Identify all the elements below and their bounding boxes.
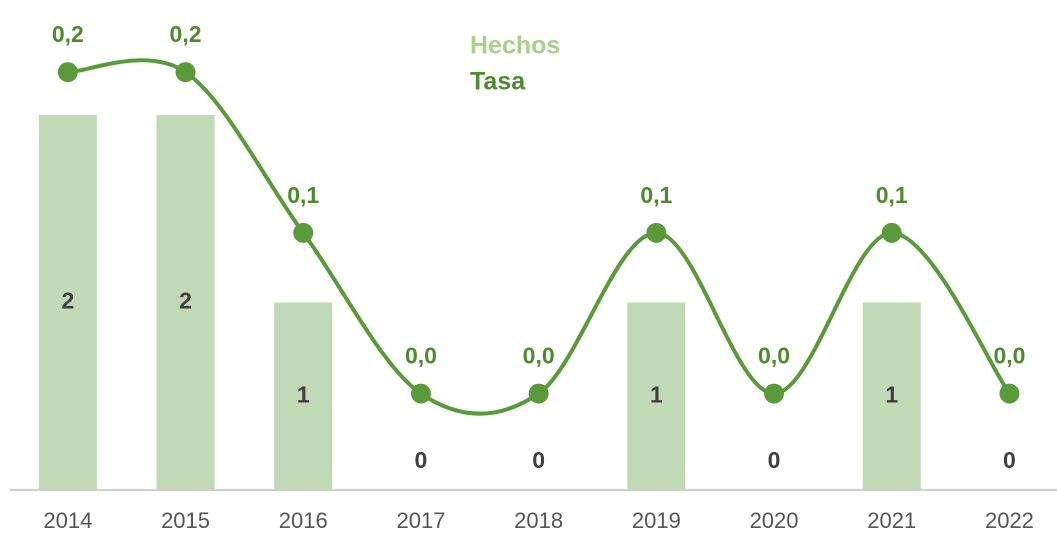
legend-label: Hechos	[470, 32, 560, 60]
line-label: 0,0	[993, 343, 1025, 369]
line-label: 0,0	[405, 343, 437, 369]
line-point	[764, 383, 785, 404]
line-point	[881, 222, 902, 243]
line-label: 0,2	[170, 21, 202, 47]
bar-label: 0	[532, 447, 545, 473]
line-point	[175, 62, 196, 83]
bar-label: 0	[415, 447, 428, 473]
bar	[38, 115, 97, 490]
line-label: 0,2	[52, 21, 84, 47]
x-tick-label: 2022	[985, 508, 1034, 533]
bar	[156, 115, 215, 490]
line-point	[999, 383, 1020, 404]
bar-label: 2	[61, 288, 74, 314]
bar	[862, 302, 921, 490]
line-point	[57, 62, 78, 83]
bar-label: 1	[650, 381, 663, 407]
legend-label: Tasa	[470, 68, 526, 96]
x-tick-label: 2014	[43, 508, 92, 533]
x-tick-label: 2019	[632, 508, 681, 533]
line-label: 0,0	[523, 343, 555, 369]
bar-label: 0	[768, 447, 781, 473]
x-tick-label: 2020	[750, 508, 799, 533]
line-point	[410, 383, 431, 404]
x-tick-label: 2021	[867, 508, 916, 533]
x-tick-label: 2018	[514, 508, 563, 533]
x-tick-label: 2015	[161, 508, 210, 533]
bar-label: 1	[885, 381, 898, 407]
x-tick-label: 2017	[396, 508, 445, 533]
line-label: 0,1	[287, 182, 319, 208]
line-point	[528, 383, 549, 404]
line-point	[293, 222, 314, 243]
line-point	[646, 222, 667, 243]
line-label: 0,0	[758, 343, 790, 369]
line-label: 0,1	[876, 182, 908, 208]
x-tick-label: 2016	[279, 508, 328, 533]
line-label: 0,1	[640, 182, 672, 208]
bar	[627, 302, 686, 490]
line	[67, 58, 1012, 416]
bar-label: 1	[297, 381, 310, 407]
bar	[274, 302, 333, 490]
bar-label: 2	[179, 288, 192, 314]
bar-label: 0	[1003, 447, 1016, 473]
